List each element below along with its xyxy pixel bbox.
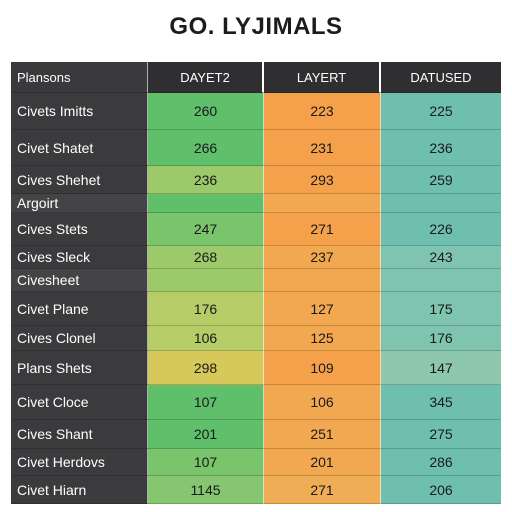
row-label: Civet Herdovs	[11, 449, 148, 476]
table-cell: 251	[264, 420, 381, 449]
table-cell: 237	[264, 246, 381, 269]
table-cell: 259	[381, 166, 501, 194]
table-cell	[264, 194, 381, 213]
table-cell: 147	[381, 351, 501, 385]
table-cell: 243	[381, 246, 501, 269]
table-row[interactable]: Civet Cloce 107 106 345	[11, 385, 501, 420]
table-row[interactable]: Cives Shant 201 251 275	[11, 420, 501, 449]
row-label: Cives Stets	[11, 213, 148, 246]
table-cell: 286	[381, 449, 501, 476]
table-header-row: Plansons DAYET2 LAYERT DATUSED	[11, 62, 501, 93]
table-cell: 260	[148, 93, 264, 130]
table-cell: 125	[264, 326, 381, 351]
column-header[interactable]: LAYERT	[264, 62, 381, 93]
row-label: Cives Clonel	[11, 326, 148, 351]
table-cell: 107	[148, 449, 264, 476]
table-cell: 109	[264, 351, 381, 385]
page-title: GO. LYJIMALS	[169, 13, 343, 40]
table-row[interactable]: Civet Herdovs 107 201 286	[11, 449, 501, 476]
table-cell: 225	[381, 93, 501, 130]
table-row[interactable]: Civet Hiarn 1145 271 206	[11, 476, 501, 504]
table-cell: 1145	[148, 476, 264, 504]
table-cell	[148, 269, 264, 292]
table-cell: 247	[148, 213, 264, 246]
table-cell: 275	[381, 420, 501, 449]
table-row[interactable]: Cives Stets 247 271 226	[11, 213, 501, 246]
row-label: Cives Shehet	[11, 166, 148, 194]
table-cell: 107	[148, 385, 264, 420]
table-cell: 176	[148, 292, 264, 326]
table-cell	[381, 269, 501, 292]
column-header[interactable]: DAYET2	[148, 62, 264, 93]
table-cell: 268	[148, 246, 264, 269]
row-label: Civet Hiarn	[11, 476, 148, 504]
row-label: Cives Sleck	[11, 246, 148, 269]
section-label: Argoirt	[11, 194, 148, 213]
table-cell: 271	[264, 476, 381, 504]
table-row[interactable]: Cives Shehet 236 293 259	[11, 166, 501, 194]
section-label: Civesheet	[11, 269, 148, 292]
table-cell	[148, 194, 264, 213]
table-cell: 175	[381, 292, 501, 326]
table-cell: 226	[381, 213, 501, 246]
table-cell: 106	[148, 326, 264, 351]
table-row[interactable]: Civet Plane 176 127 175	[11, 292, 501, 326]
table-cell: 271	[264, 213, 381, 246]
data-table: Plansons DAYET2 LAYERT DATUSED Civets Im…	[11, 62, 501, 504]
row-label: Civets Imitts	[11, 93, 148, 130]
table-cell	[381, 194, 501, 213]
table-cell: 106	[264, 385, 381, 420]
column-header[interactable]: DATUSED	[381, 62, 501, 93]
row-label: Civet Cloce	[11, 385, 148, 420]
table-cell: 345	[381, 385, 501, 420]
table-cell: 176	[381, 326, 501, 351]
row-label: Civet Plane	[11, 292, 148, 326]
row-label: Plans Shets	[11, 351, 148, 385]
table-row[interactable]: Cives Sleck 268 237 243	[11, 246, 501, 269]
table-cell: 201	[264, 449, 381, 476]
row-label: Cives Shant	[11, 420, 148, 449]
table-cell: 236	[381, 130, 501, 166]
table-row[interactable]: Civets Imitts 260 223 225	[11, 93, 501, 130]
table-cell: 298	[148, 351, 264, 385]
column-header[interactable]: Plansons	[11, 62, 148, 93]
table-cell: 266	[148, 130, 264, 166]
table-cell: 223	[264, 93, 381, 130]
table-row[interactable]: Cives Clonel 106 125 176	[11, 326, 501, 351]
table-cell: 127	[264, 292, 381, 326]
table-cell: 206	[381, 476, 501, 504]
table-cell: 236	[148, 166, 264, 194]
table-cell	[264, 269, 381, 292]
row-label: Civet Shatet	[11, 130, 148, 166]
table-cell: 231	[264, 130, 381, 166]
section-row: Civesheet	[11, 269, 501, 292]
table-row[interactable]: Plans Shets 298 109 147	[11, 351, 501, 385]
table-cell: 201	[148, 420, 264, 449]
section-row: Argoirt	[11, 194, 501, 213]
table-row[interactable]: Civet Shatet 266 231 236	[11, 130, 501, 166]
table-cell: 293	[264, 166, 381, 194]
